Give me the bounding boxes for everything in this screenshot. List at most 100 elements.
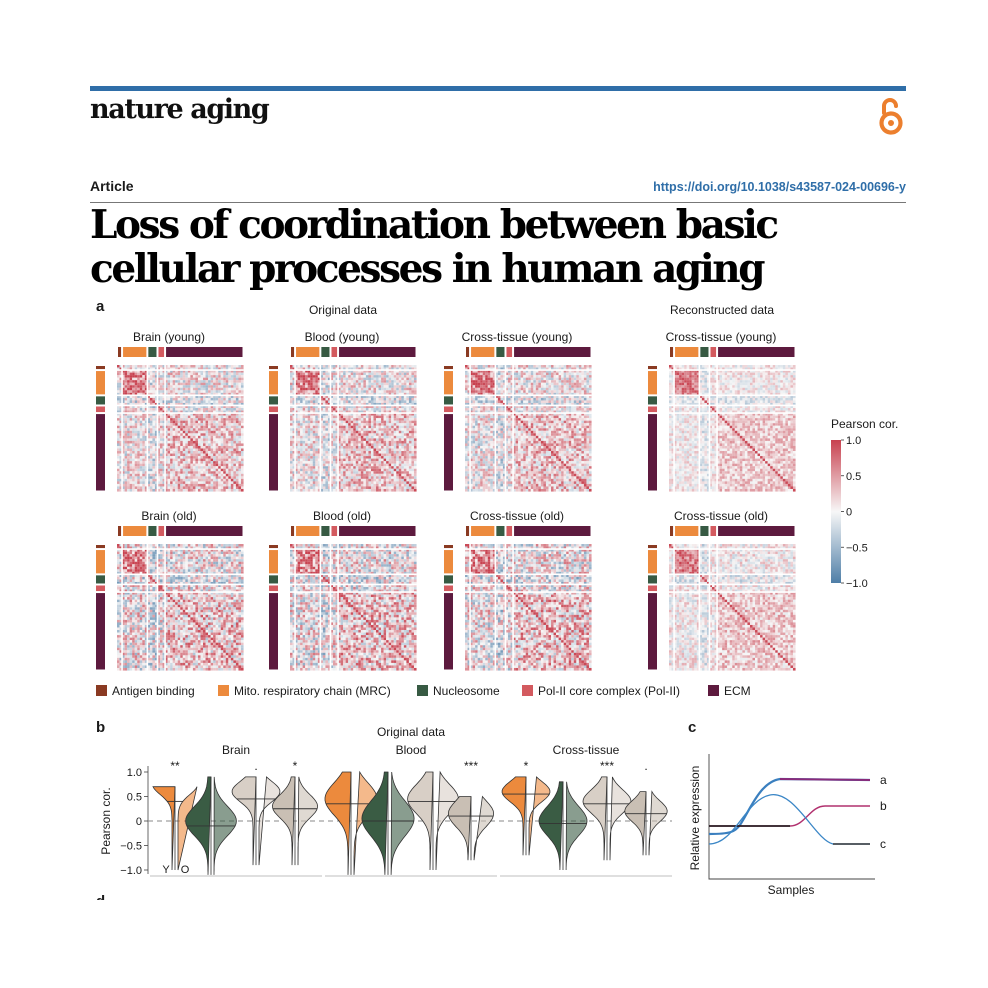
heatmap-cell <box>401 425 404 429</box>
heatmap-cell <box>290 471 293 474</box>
heatmap-cell <box>160 463 163 467</box>
heatmap-cell <box>177 415 181 419</box>
heatmap-cell <box>195 380 199 383</box>
heatmap-cell <box>162 387 166 391</box>
heatmap-cell <box>160 430 163 434</box>
heatmap-cell <box>406 476 409 479</box>
heatmap-cell <box>134 451 138 454</box>
heatmap-cell <box>240 468 244 472</box>
heatmap-cell <box>137 453 140 457</box>
doi-link[interactable]: https://doi.org/10.1038/s43587-024-00696… <box>653 180 906 194</box>
heatmap-cell <box>225 448 229 452</box>
heatmap-cell <box>360 456 364 459</box>
heatmap-cell <box>300 380 303 383</box>
heatmap-cell <box>373 385 377 388</box>
heatmap-cell <box>320 380 323 383</box>
heatmap-cell <box>378 375 382 378</box>
heatmap-cell <box>386 375 389 378</box>
heatmap-cell <box>175 387 178 391</box>
heatmap-cell <box>300 430 303 434</box>
heatmap-cell <box>119 440 123 444</box>
heatmap-cell <box>307 365 311 368</box>
heatmap-cell <box>290 375 293 378</box>
heatmap-cell <box>320 440 323 444</box>
heatmap-cell <box>348 415 351 419</box>
heatmap-cell <box>220 400 224 404</box>
heatmap-cell <box>208 385 211 388</box>
heatmap-cell <box>230 402 234 406</box>
heatmap-cell <box>172 365 176 368</box>
heatmap-cell <box>190 476 193 479</box>
heatmap-cell <box>187 440 191 444</box>
heatmap-cell <box>157 408 161 411</box>
heatmap-cell <box>240 488 244 492</box>
heatmap-cell <box>348 372 351 376</box>
heatmap-cell <box>373 486 377 490</box>
heatmap-cell <box>190 453 193 457</box>
heatmap-cell <box>322 410 326 414</box>
heatmap-cell <box>137 428 140 431</box>
heatmap-cell <box>172 481 176 484</box>
heatmap-cell <box>365 415 369 419</box>
heatmap-cell <box>187 471 191 474</box>
heatmap-cell <box>210 461 214 464</box>
heatmap-cell <box>149 456 153 459</box>
heatmap-cell <box>322 471 326 474</box>
heatmap-cell <box>411 402 415 406</box>
heatmap-cell <box>172 476 176 479</box>
heatmap-cell <box>365 468 369 472</box>
heatmap-cell <box>343 413 346 416</box>
heatmap-cell <box>210 451 214 454</box>
heatmap-cell <box>320 478 323 482</box>
heatmap-cell <box>119 420 123 424</box>
heatmap-cell <box>149 458 153 462</box>
heatmap-cell <box>297 413 301 416</box>
heatmap-cell <box>124 476 128 479</box>
heatmap-cell <box>307 435 311 439</box>
heatmap-cell <box>124 430 128 434</box>
heatmap-cell <box>322 413 326 416</box>
heatmap-cell <box>408 458 412 462</box>
heatmap-cell <box>408 405 412 409</box>
heatmap-cell <box>154 428 158 431</box>
heatmap-cell <box>190 420 193 424</box>
heatmap-cell <box>312 415 316 419</box>
heatmap-cell <box>235 468 239 472</box>
heatmap-cell <box>157 415 161 419</box>
heatmap-cell <box>132 448 135 452</box>
heatmap-cell <box>215 382 219 386</box>
heatmap-cell <box>154 385 158 388</box>
heatmap-cell <box>358 402 361 406</box>
heatmap-cell <box>376 435 379 439</box>
heatmap-cell <box>223 443 226 447</box>
heatmap-cell <box>355 463 359 467</box>
heatmap-cell <box>208 433 211 436</box>
heatmap-cell <box>195 456 199 459</box>
heatmap-cell <box>137 372 140 376</box>
heatmap-cell <box>330 451 334 454</box>
heatmap-cell <box>348 382 351 386</box>
heatmap-cell <box>223 367 226 371</box>
heatmap-cell <box>134 425 138 429</box>
heatmap-cell <box>157 400 161 404</box>
heatmap-cell <box>381 385 384 388</box>
heatmap-cell <box>355 405 359 409</box>
heatmap-cell <box>149 430 153 434</box>
heatmap-cell <box>134 456 138 459</box>
heatmap-cell <box>381 365 384 368</box>
heatmap-cell <box>132 418 135 421</box>
heatmap-cell <box>142 443 145 447</box>
heatmap-cell <box>297 435 301 439</box>
heatmap-cell <box>187 377 191 381</box>
heatmap-cell <box>167 440 171 444</box>
heatmap-cell <box>167 443 171 447</box>
heatmap-cell <box>228 443 231 447</box>
heatmap-cell <box>383 451 387 454</box>
heatmap-cell <box>411 440 415 444</box>
heatmap-cell <box>388 428 392 431</box>
heatmap-cell <box>302 390 306 393</box>
heatmap-cell <box>230 438 234 441</box>
heatmap-cell <box>327 463 331 467</box>
heatmap-cell <box>180 461 183 464</box>
heatmap-cell <box>315 473 318 477</box>
